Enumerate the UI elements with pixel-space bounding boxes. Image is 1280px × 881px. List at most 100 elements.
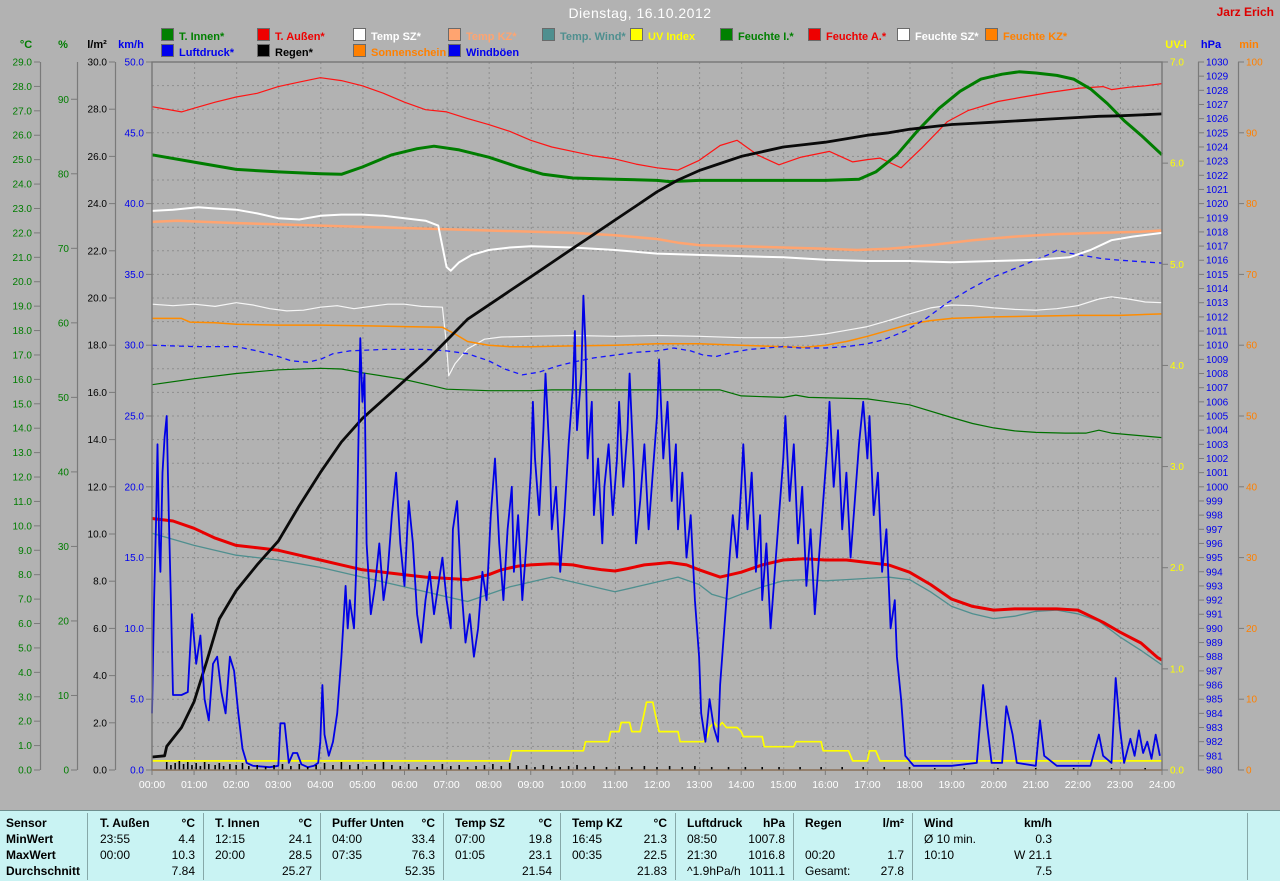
svg-text:05:00: 05:00 [349,779,375,791]
svg-text:28.0: 28.0 [88,105,108,116]
legend-item-feuchte-a-: Feuchte A.* [808,28,887,43]
svg-text:12.0: 12.0 [13,473,33,484]
series-luftdruck [151,249,1163,376]
svg-text:26.0: 26.0 [88,152,108,163]
svg-text:14.0: 14.0 [88,435,108,446]
svg-text:7.0: 7.0 [18,595,32,606]
svg-text:40: 40 [1246,482,1258,493]
table-col-name: T. Außen [100,816,150,830]
svg-text:50: 50 [1246,412,1258,423]
table-separator [320,813,321,880]
legend-label: Sonnenschein [371,47,447,59]
table-avg-value: 1011.1 [749,864,785,878]
table-max-value: 22.5 [643,848,667,862]
svg-text:982: 982 [1206,737,1223,748]
svg-text:20.0: 20.0 [125,482,145,493]
svg-text:23.0: 23.0 [13,204,33,215]
svg-text:21.0: 21.0 [13,253,33,264]
svg-text:40.0: 40.0 [125,199,145,210]
svg-text:24.0: 24.0 [88,199,108,210]
svg-text:12.0: 12.0 [88,482,108,493]
svg-text:994: 994 [1206,567,1223,578]
svg-text:18:00: 18:00 [896,779,922,791]
svg-text:50.0: 50.0 [125,58,145,69]
table-max-time: 21:30 [687,848,718,862]
table-max-value: 23.1 [528,848,552,862]
table-separator [87,813,88,880]
svg-text:988: 988 [1206,652,1223,663]
svg-text:15.0: 15.0 [125,553,145,564]
legend-item-t-au-en-: T. Außen* [257,28,325,43]
svg-text:1025: 1025 [1206,128,1229,139]
svg-text:26.0: 26.0 [13,131,33,142]
legend-swatch [448,28,461,41]
svg-text:983: 983 [1206,723,1223,734]
table-avg-value: 27.8 [880,864,904,878]
svg-text:989: 989 [1206,638,1223,649]
series-feuchte-aussen [151,77,1163,171]
svg-text:80: 80 [58,169,70,180]
svg-text:06:00: 06:00 [391,779,417,791]
svg-text:30: 30 [58,542,70,553]
svg-text:14:00: 14:00 [728,779,754,791]
legend-swatch [897,28,910,41]
svg-text:1.0: 1.0 [1170,664,1184,675]
svg-text:1016: 1016 [1206,256,1229,267]
svg-text:2.0: 2.0 [18,717,32,728]
table-col-unit: °C [421,816,435,830]
legend-swatch [808,28,821,41]
svg-text:0.0: 0.0 [18,766,32,777]
legend-label: Feuchte A.* [826,31,887,43]
svg-text:6.0: 6.0 [93,624,107,635]
legend-swatch [985,28,998,41]
svg-text:20.0: 20.0 [13,277,33,288]
table-min-time: 12:15 [215,832,246,846]
table-col-name: Luftdruck [687,816,743,830]
axis-kmh: km/h 0.0 5.0 10.0 15.0 20.0 25.0 30.0 35.0 40.0 45… [118,39,152,777]
legend-swatch [257,44,270,57]
series-temp-wind [151,532,1163,666]
svg-text:18.0: 18.0 [13,326,33,337]
svg-text:15:00: 15:00 [770,779,796,791]
svg-text:1012: 1012 [1206,312,1229,323]
table-min-value: 33.4 [411,832,435,846]
svg-text:990: 990 [1206,624,1223,635]
legend-swatch [161,44,174,57]
axis-hpa: hPa 980 981 982 983 984 985 986 987 988 989 990 991 9… [1197,39,1229,777]
legend-swatch [630,28,643,41]
svg-text:10.0: 10.0 [88,530,108,541]
svg-text:20: 20 [1246,624,1258,635]
chart-legend: T. Innen* T. Außen* Temp SZ* Temp KZ* Temp. … [0,0,1280,60]
svg-text:28.0: 28.0 [13,82,33,93]
table-col-unit: °C [181,816,195,830]
chart-area: °C 0.0 1.0 2.0 3.0 4.0 5.0 6.0 7.0 8.0 9.0 10.0 11.0… [13,39,1264,791]
table-row-label: Durchschnitt [6,864,81,878]
svg-text:0.0: 0.0 [93,766,107,777]
series-feuchte-sz [151,296,1163,377]
table-col-name: T. Innen [215,816,260,830]
svg-text:4.0: 4.0 [18,668,32,679]
table-col-unit: °C [653,816,667,830]
table-col-name: Temp SZ [455,816,505,830]
svg-text:02:00: 02:00 [223,779,249,791]
svg-text:13:00: 13:00 [686,779,712,791]
table-avg-value: 7.5 [1035,864,1052,878]
series-regen [151,112,1163,759]
table-row-label: Sensor [6,816,47,830]
table-separator [793,813,794,880]
svg-text:985: 985 [1206,695,1223,706]
table-max-time: 00:00 [100,848,131,862]
table-avg-value: 52.35 [404,864,435,878]
legend-label: Regen* [275,47,313,59]
svg-text:30: 30 [1246,553,1258,564]
table-min-time: 16:45 [572,832,603,846]
axis-header-hpa: hPa [1201,39,1222,51]
legend-item-feuchte-i-: Feuchte I.* [720,28,794,43]
svg-text:11:00: 11:00 [602,779,628,791]
svg-text:8.0: 8.0 [93,577,107,588]
axis-header-minutes: min [1239,39,1259,51]
svg-text:1026: 1026 [1206,114,1229,125]
svg-text:16:00: 16:00 [812,779,838,791]
legend-label: Luftdruck* [179,47,234,59]
